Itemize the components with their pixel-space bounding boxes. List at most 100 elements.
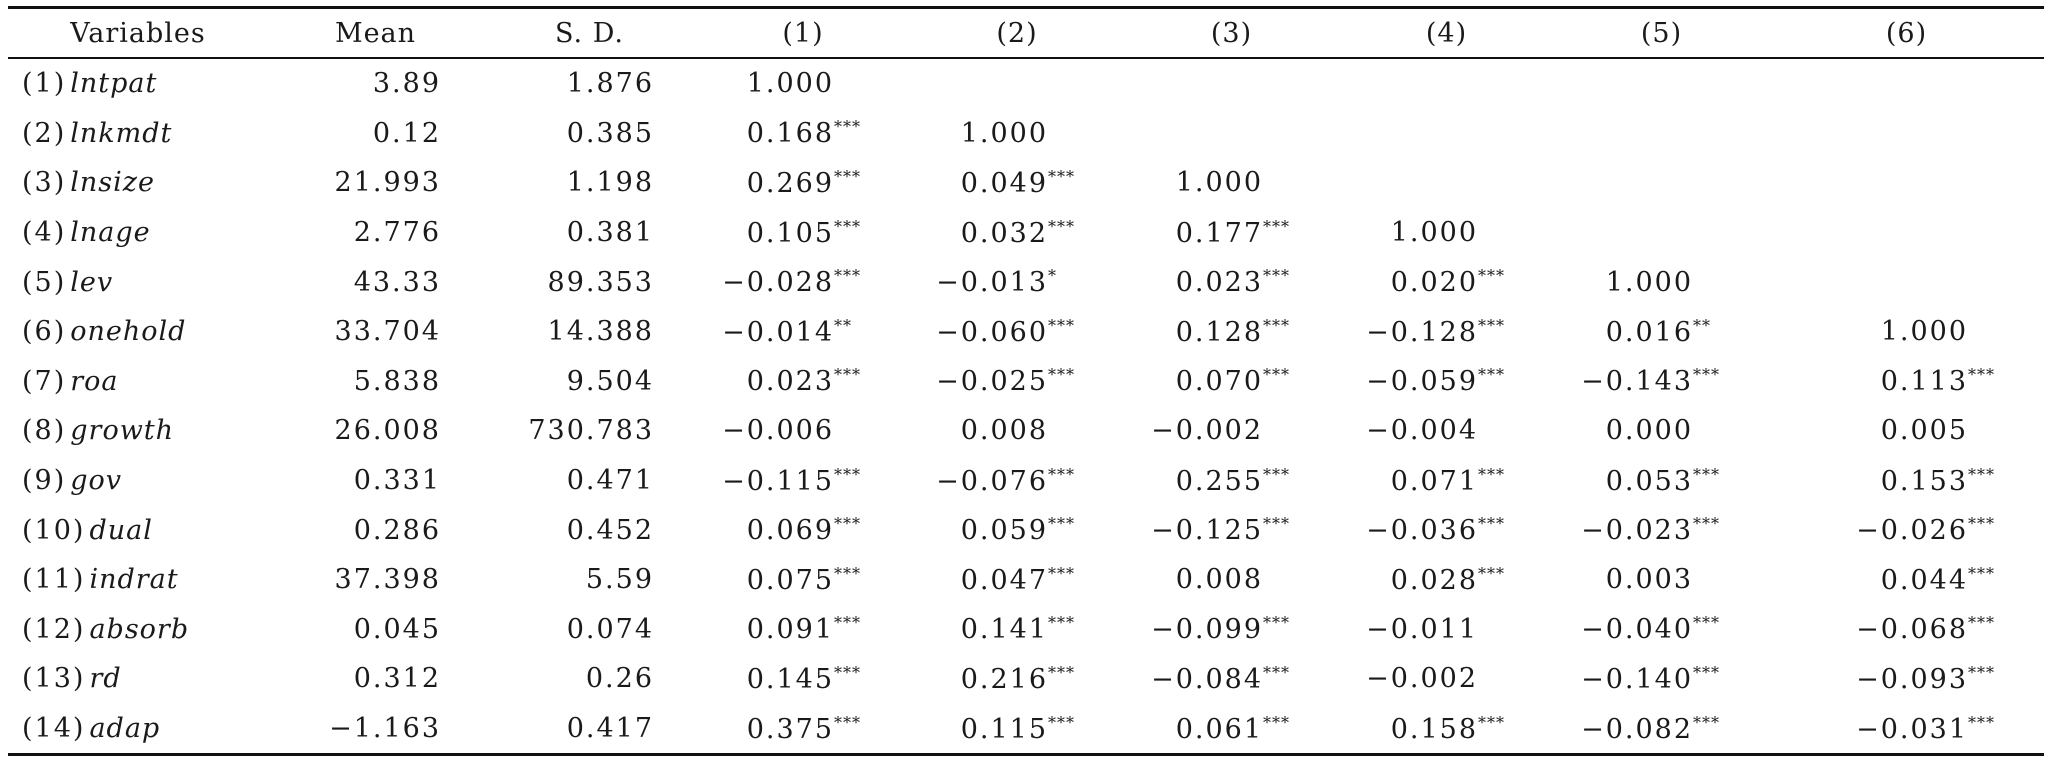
correlation-cell: −0.060*** [910,307,1124,357]
variable-name: roa [70,365,119,397]
correlation-value: 1.000 [1390,217,1478,249]
mean-cell: 0.045 [353,613,441,645]
variable-name: onehold [70,316,187,348]
mean-cell: 26.008 [334,415,441,447]
significance-stars: *** [1693,712,1720,732]
variable-cell: (13) rd [8,654,268,704]
table-row: (6) onehold 33.704 14.388 −0.014** −0.060*** 0… [8,307,2044,357]
correlation-value: 0.061 [1175,713,1263,745]
correlation-value: 1.000 [1605,266,1693,298]
correlation-cell: −0.004 [1339,406,1554,456]
correlation-cell: 0.145*** [696,654,910,704]
sd-cell: 0.385 [566,117,654,149]
variable-name: growth [70,415,175,447]
sd-cell: 1.876 [566,68,654,100]
significance-stars: *** [1968,464,1995,484]
correlation-value: −0.084 [1151,663,1263,695]
significance-stars: *** [1478,464,1505,484]
sd-cell: 0.074 [566,613,654,645]
significance-stars: ** [1693,315,1711,335]
correlation-cell: −0.082*** [1554,704,1769,755]
correlation-value: 0.059 [960,515,1048,547]
correlation-cell: 0.070*** [1124,357,1339,407]
correlation-value: −0.040 [1581,614,1693,646]
significance-stars: *** [1048,613,1075,633]
correlation-value: −0.068 [1856,614,1968,646]
correlation-cell: 0.023*** [696,357,910,407]
variable-index: (6) [22,316,67,348]
correlation-cell: 0.216*** [910,654,1124,704]
significance-stars: *** [1968,712,1995,732]
significance-stars: *** [1693,365,1720,385]
correlation-value: −0.004 [1366,415,1478,447]
correlation-cell: 0.005 [1769,406,2044,456]
variable-index: (1) [22,68,67,100]
sd-cell: 0.26 [585,663,654,695]
correlation-cell: 0.158*** [1339,704,1554,755]
correlation-value: −0.143 [1581,366,1693,398]
correlation-value: 0.255 [1175,465,1263,497]
significance-stars: *** [1478,514,1505,534]
header-mean: Mean [334,17,417,49]
significance-stars: * [1048,266,1057,286]
significance-stars: *** [1478,365,1505,385]
correlation-cell: −0.076*** [910,456,1124,506]
correlation-cell [1769,58,2044,109]
correlation-value: −0.002 [1366,663,1478,695]
variable-name: dual [89,514,153,546]
correlation-cell: 0.032*** [910,208,1124,258]
correlation-cell [1339,58,1554,109]
variable-cell: (12) absorb [8,605,268,655]
significance-stars: *** [1263,514,1290,534]
significance-stars: *** [1968,365,1995,385]
variable-cell: (14) adap [8,704,268,755]
variable-index: (9) [22,465,67,497]
correlation-cell [1339,158,1554,208]
correlation-value: 0.047 [960,564,1048,596]
correlation-cell [1769,109,2044,159]
correlation-value: 0.128 [1175,316,1263,348]
mean-cell: 37.398 [334,564,441,596]
correlation-cell: −0.040*** [1554,605,1769,655]
mean-cell: 0.12 [372,117,441,149]
sd-cell: 9.504 [566,365,654,397]
correlation-value: −0.031 [1856,713,1968,745]
table-row: (9) gov 0.331 0.471 −0.115*** −0.076*** 0.255*… [8,456,2044,506]
variable-cell: (8) growth [8,406,268,456]
sd-cell: 0.381 [566,217,654,249]
variable-index: (8) [22,415,67,447]
correlation-cell: −0.093*** [1769,654,2044,704]
variable-cell: (1) lntpat [8,58,268,109]
significance-stars: *** [1968,514,1995,534]
correlation-value: 0.028 [1390,564,1478,596]
correlation-cell: −0.140*** [1554,654,1769,704]
variable-cell: (6) onehold [8,307,268,357]
correlation-value: 0.008 [960,415,1048,447]
significance-stars: *** [834,266,861,286]
significance-stars: *** [834,117,861,137]
variable-name: adap [89,713,161,745]
correlation-cell: 1.000 [1339,208,1554,258]
correlation-cell [1554,109,1769,159]
correlation-value: −0.026 [1856,515,1968,547]
correlation-cell: 1.000 [910,109,1124,159]
correlation-cell [910,58,1124,109]
correlation-cell [1554,58,1769,109]
correlation-cell: −0.084*** [1124,654,1339,704]
significance-stars: *** [1968,563,1995,583]
correlation-value: −0.059 [1366,366,1478,398]
significance-stars: *** [834,216,861,236]
correlation-cell: 0.128*** [1124,307,1339,357]
correlation-value: 0.069 [746,515,834,547]
mean-cell: 0.331 [353,465,441,497]
variable-cell: (3) lnsize [8,158,268,208]
variable-index: (14) [22,713,86,745]
correlation-value: 0.016 [1605,316,1693,348]
variable-index: (5) [22,266,67,298]
variable-index: (3) [22,167,67,199]
correlation-cell [1554,208,1769,258]
correlation-value: 0.003 [1605,564,1693,596]
mean-cell: 3.89 [372,68,441,100]
sd-cell: 1.198 [566,167,654,199]
correlation-value: 0.005 [1880,415,1968,447]
